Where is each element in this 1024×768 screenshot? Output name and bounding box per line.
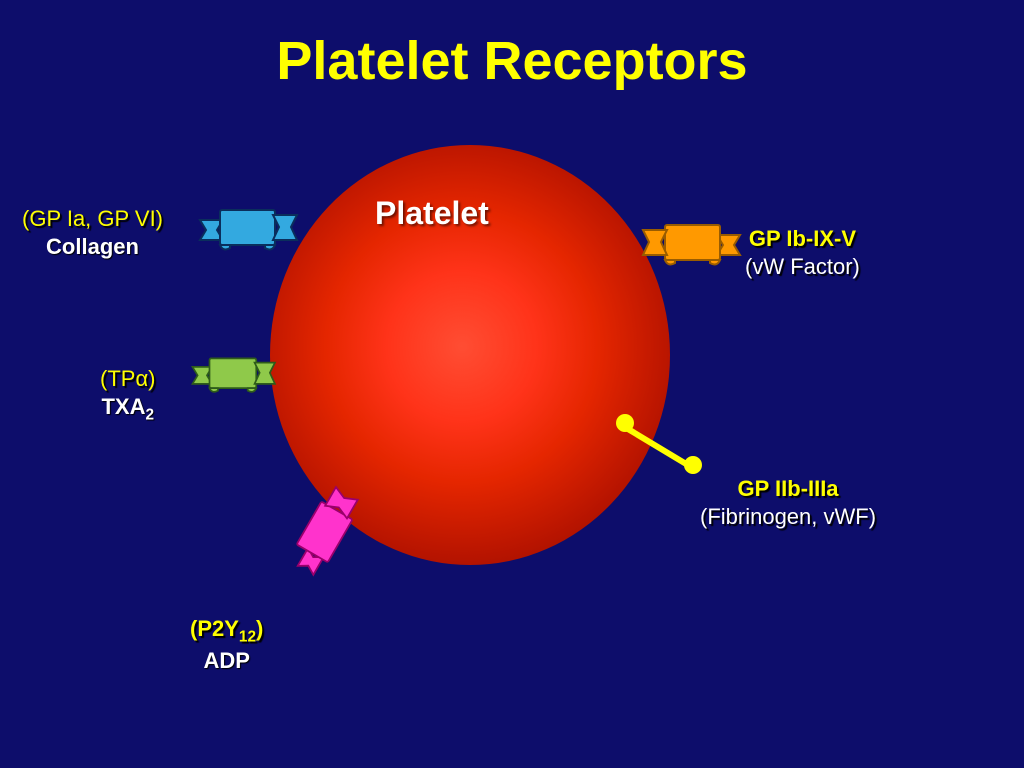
receptor-ribbon-tpa (188, 350, 282, 405)
platelet-label: Platelet (375, 195, 489, 232)
receptor-name: GP IIb-IIIa (737, 476, 838, 501)
receptor-name: (P2Y12) (190, 616, 263, 641)
receptor-name: (GP Ia, GP VI) (22, 206, 163, 231)
receptor-label-tpa: (TPα) TXA2 (100, 365, 155, 424)
receptor-name: GP Ib-IX-V (749, 226, 856, 251)
receptor-label-gp2b3a: GP IIb-IIIa (Fibrinogen, vWF) (700, 475, 876, 530)
ligand-name: Collagen (46, 234, 139, 259)
ligand-name: (vW Factor) (745, 254, 860, 279)
ligand-name: TXA2 (101, 394, 154, 419)
receptor-label-gp1b: GP Ib-IX-V (vW Factor) (745, 225, 860, 280)
receptor-ribbon-gp1b (635, 215, 745, 280)
page-title: Platelet Receptors (0, 30, 1024, 92)
receptor-ribbon-gp1a (195, 200, 305, 265)
receptor-dot-2 (684, 456, 702, 474)
receptor-name: (TPα) (100, 366, 155, 391)
receptor-label-p2y12: (P2Y12) ADP (190, 615, 263, 674)
receptor-label-gp1a: (GP Ia, GP VI) Collagen (22, 205, 163, 260)
ligand-name: (Fibrinogen, vWF) (700, 504, 876, 529)
ligand-name: ADP (203, 648, 249, 673)
